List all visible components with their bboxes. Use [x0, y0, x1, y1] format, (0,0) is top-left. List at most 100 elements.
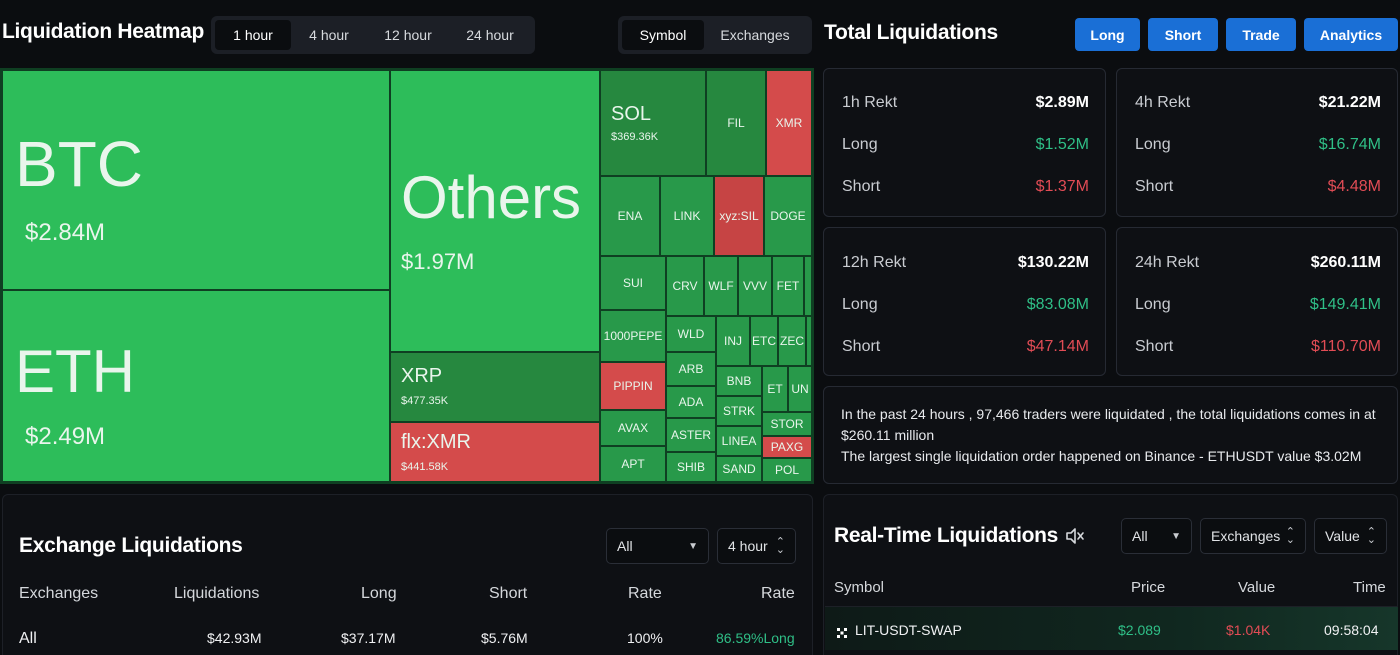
col-symbol: Symbol [834, 579, 885, 596]
tile-tiny[interactable] [804, 256, 812, 316]
tile-symbol: LINEA [721, 434, 757, 448]
tile-pol[interactable]: POL [762, 458, 812, 482]
realtime-value-select[interactable]: Value ⌃ ⌄ [1314, 518, 1387, 554]
realtime-exchanges-select[interactable]: Exchanges ⌃ ⌄ [1200, 518, 1306, 554]
tile-vvv[interactable]: VVV [738, 256, 772, 316]
tile-symbol: ZEC [780, 334, 804, 348]
card-total: $21.22M [1318, 94, 1381, 111]
tile-ada[interactable]: ADA [666, 386, 716, 418]
tile-etc[interactable]: ETC [750, 316, 778, 366]
tile-symbol: XMR [775, 116, 803, 130]
tile-symbol: FIL [727, 116, 745, 130]
tile-symbol: SHIB [676, 460, 706, 474]
tile-et[interactable]: ET [762, 366, 788, 412]
tile-linea[interactable]: LINEA [716, 426, 762, 456]
tile-paxg[interactable]: PAXG [762, 436, 812, 458]
tile-wlf[interactable]: WLF [704, 256, 738, 316]
tile-symbol: BNB [726, 374, 752, 388]
tile-fil[interactable]: FIL [706, 70, 766, 176]
table-row[interactable]: LIT-USDT-SWAP $2.089 $1.04K 09:58:04 [825, 606, 1398, 650]
tile-crv[interactable]: CRV [666, 256, 704, 316]
mute-icon[interactable] [1064, 526, 1086, 546]
table-row[interactable]: All $42.93M $37.17M $5.76M 100% 86.59%Lo… [0, 622, 812, 652]
tile-btc[interactable]: BTC $2.84M [2, 70, 390, 290]
tile-shib[interactable]: SHIB [666, 452, 716, 482]
short-label: Short [842, 338, 881, 355]
tile-symbol: ET [767, 382, 783, 396]
short-label: Short [842, 178, 881, 195]
tile-symbol: SAND [722, 462, 756, 476]
col-exchanges: Exchanges [19, 585, 99, 602]
tile-others[interactable]: Others $1.97M [390, 70, 600, 352]
tile-tiny[interactable] [806, 316, 812, 366]
rekt-card-24h: 24h Rekt $260.11M Long $149.41M Short $110.… [1116, 227, 1398, 376]
tab-symbol[interactable]: Symbol [622, 20, 704, 50]
exchange-filter-select[interactable]: All ▼ [606, 528, 709, 564]
tile-1000pepe[interactable]: 1000PEPE [600, 310, 666, 362]
tile-ena[interactable]: ENA [600, 176, 660, 256]
tile-flx-xmr[interactable]: flx:XMR $441.58K [390, 422, 600, 482]
cell-exchange: All [19, 630, 37, 647]
realtime-filter-select[interactable]: All ▼ [1121, 518, 1192, 554]
tile-avax[interactable]: AVAX [600, 410, 666, 446]
analytics-button[interactable]: Analytics [1304, 18, 1398, 51]
tile-strk[interactable]: STRK [716, 396, 762, 426]
short-value: $1.37M [1035, 178, 1089, 195]
tile-stor[interactable]: STOR [762, 412, 812, 436]
long-label: Long [842, 136, 878, 153]
tile-value: $2.49M [25, 423, 106, 450]
cell-symbol: LIT-USDT-SWAP [855, 622, 962, 638]
tile-symbol: PAXG [770, 440, 804, 454]
exchange-period-select[interactable]: 4 hour ⌃ ⌄ [717, 528, 796, 564]
tile-inj[interactable]: INJ [716, 316, 750, 366]
tile-xmr[interactable]: XMR [766, 70, 812, 176]
col-long: Long [361, 585, 397, 602]
tile-pippin[interactable]: PIPPIN [600, 362, 666, 410]
long-value: $16.74M [1318, 136, 1381, 153]
tile-apt[interactable]: APT [600, 446, 666, 482]
tile-symbol: Others [401, 164, 582, 231]
tile-xyz-sil[interactable]: xyz:SIL [714, 176, 764, 256]
tile-symbol: AVAX [617, 421, 649, 435]
tile-eth[interactable]: ETH $2.49M [2, 290, 390, 482]
tab-1-hour[interactable]: 1 hour [215, 20, 291, 50]
tab-12-hour[interactable]: 12 hour [384, 27, 432, 43]
col-rate-2: Rate [761, 585, 795, 602]
total-liquidations-title: Total Liquidations [824, 21, 998, 44]
tile-doge[interactable]: DOGE [764, 176, 812, 256]
cell-rate: 100% [627, 630, 663, 646]
select-value: Value [1325, 528, 1360, 544]
col-time: Time [1353, 579, 1386, 596]
tile-wld[interactable]: WLD [666, 316, 716, 352]
tile-aster[interactable]: ASTER [666, 418, 716, 452]
col-price: Price [1131, 579, 1166, 596]
rekt-card-12h: 12h Rekt $130.22M Long $83.08M Short $47.14… [823, 227, 1106, 376]
tile-xrp[interactable]: XRP $477.35K [390, 352, 600, 422]
trade-button[interactable]: Trade [1226, 18, 1296, 51]
tile-value: $2.84M [25, 219, 106, 246]
tile-symbol: VVV [742, 279, 768, 293]
long-value: $83.08M [1026, 296, 1089, 313]
tab-exchanges[interactable]: Exchanges [720, 27, 790, 43]
cell-price: $2.089 [1118, 622, 1161, 638]
tile-sui[interactable]: SUI [600, 256, 666, 310]
tile-sol[interactable]: SOL $369.36K [600, 70, 706, 176]
tile-symbol: flx:XMR [401, 431, 471, 453]
tile-link[interactable]: LINK [660, 176, 714, 256]
tab-4-hour[interactable]: 4 hour [309, 27, 349, 43]
long-button[interactable]: Long [1075, 18, 1140, 51]
tile-arb[interactable]: ARB [666, 352, 716, 386]
tile-un[interactable]: UN [788, 366, 812, 412]
short-label: Short [1135, 338, 1174, 355]
tile-zec[interactable]: ZEC [778, 316, 806, 366]
tile-symbol: WLD [677, 327, 705, 341]
sort-updown-icon: ⌃ ⌄ [1366, 526, 1376, 546]
rekt-card-1h: 1h Rekt $2.89M Long $1.52M Short $1.37M [823, 68, 1106, 217]
tile-bnb[interactable]: BNB [716, 366, 762, 396]
short-button[interactable]: Short [1148, 18, 1218, 51]
tile-fet[interactable]: FET [772, 256, 804, 316]
tile-sand[interactable]: SAND [716, 456, 762, 482]
tile-value: $369.36K [611, 131, 659, 143]
tab-24-hour[interactable]: 24 hour [466, 27, 514, 43]
long-label: Long [842, 296, 878, 313]
